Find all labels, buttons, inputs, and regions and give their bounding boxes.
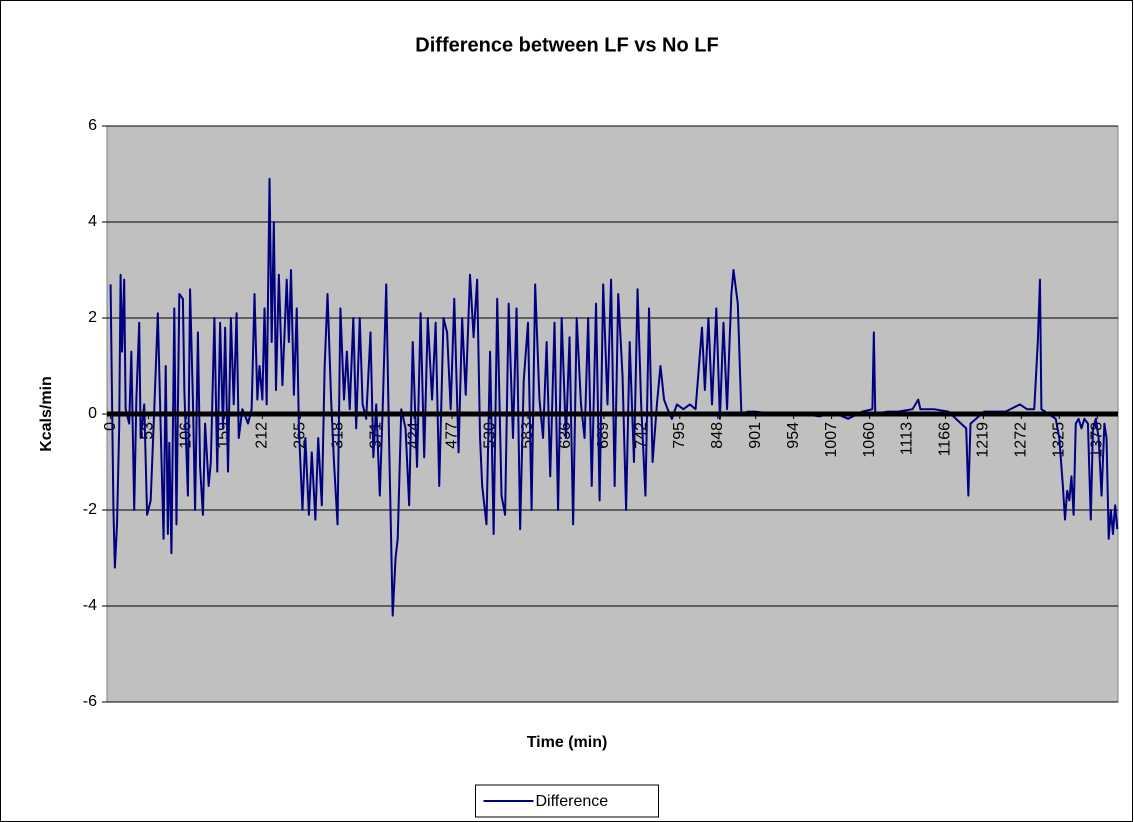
x-tick-label: 848 [709,422,726,449]
x-tick-label: 795 [671,422,688,449]
x-tick-label: 1219 [975,422,992,458]
y-tick-label: 2 [88,309,97,326]
y-tick-label: -6 [83,693,97,710]
x-tick-label: 901 [747,422,764,449]
x-tick-label: 371 [367,422,384,449]
y-tick-label: 4 [88,213,97,230]
data-line [109,177,1119,617]
x-axis-label: Time (min) [527,734,608,751]
x-tick-label: 1166 [937,422,954,457]
y-tick-label: 6 [88,117,97,134]
x-tick-label: 954 [785,422,802,449]
x-tick-label: 1060 [861,422,878,458]
y-tick-label: -2 [83,501,97,518]
x-tick-label: 1007 [823,422,840,458]
chart-title: Difference between LF vs No LF [415,34,718,56]
x-tick-label: 1272 [1013,422,1030,458]
x-tick-label: 1113 [899,422,916,455]
legend-label: Difference [536,793,609,810]
y-axis-label: Kcals/min [38,376,55,452]
x-tick-label: 424 [405,422,422,449]
y-tick-label: 0 [88,405,97,422]
x-tick-label: 212 [254,422,271,449]
y-tick-label: -4 [83,597,97,614]
x-tick-label: 477 [443,422,460,449]
x-tick-label: 0 [102,422,119,431]
